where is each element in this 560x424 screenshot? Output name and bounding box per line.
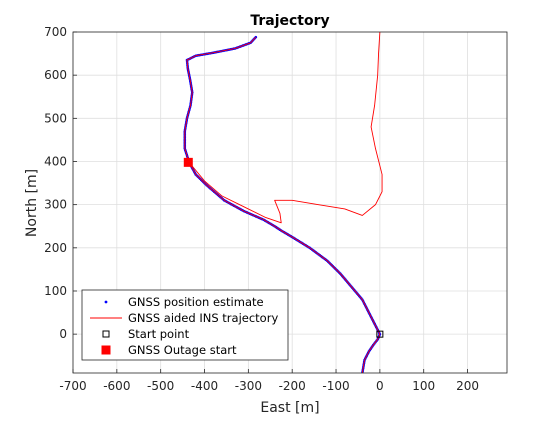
y-tick-label: 600	[44, 68, 67, 82]
x-tick-label: -500	[147, 379, 174, 393]
y-tick-label: 700	[44, 25, 67, 39]
legend-label: GNSS Outage start	[128, 343, 237, 357]
legend-dot-icon	[105, 301, 108, 304]
y-axis-label: North [m]	[24, 169, 40, 237]
chart-title: Trajectory	[250, 13, 329, 29]
x-tick-label: -200	[279, 379, 306, 393]
x-tick-label: -700	[59, 379, 86, 393]
y-tick-label: 0	[59, 327, 67, 341]
x-tick-label: -400	[191, 379, 218, 393]
x-tick-label: -300	[235, 379, 262, 393]
x-tick-label: 100	[412, 379, 435, 393]
x-tick-label: 200	[456, 379, 479, 393]
y-tick-label: 400	[44, 154, 67, 168]
y-tick-label: 300	[44, 198, 67, 212]
x-tick-label: -100	[322, 379, 349, 393]
x-tick-label: 0	[376, 379, 384, 393]
x-tick-label: -600	[103, 379, 130, 393]
y-tick-label: 500	[44, 111, 67, 125]
gnss-outage-start-marker	[184, 158, 193, 167]
legend-filled-square-icon	[102, 346, 111, 355]
legend-entry: GNSS position estimate	[105, 295, 264, 309]
y-tick-label: 100	[44, 284, 67, 298]
legend-label: GNSS aided INS trajectory	[128, 311, 278, 325]
legend-label: GNSS position estimate	[128, 295, 264, 309]
legend: GNSS position estimate GNSS aided INS tra…	[82, 290, 288, 360]
legend-label: Start point	[128, 327, 190, 341]
x-axis-label: East [m]	[260, 400, 319, 416]
y-tick-label: 200	[44, 241, 67, 255]
